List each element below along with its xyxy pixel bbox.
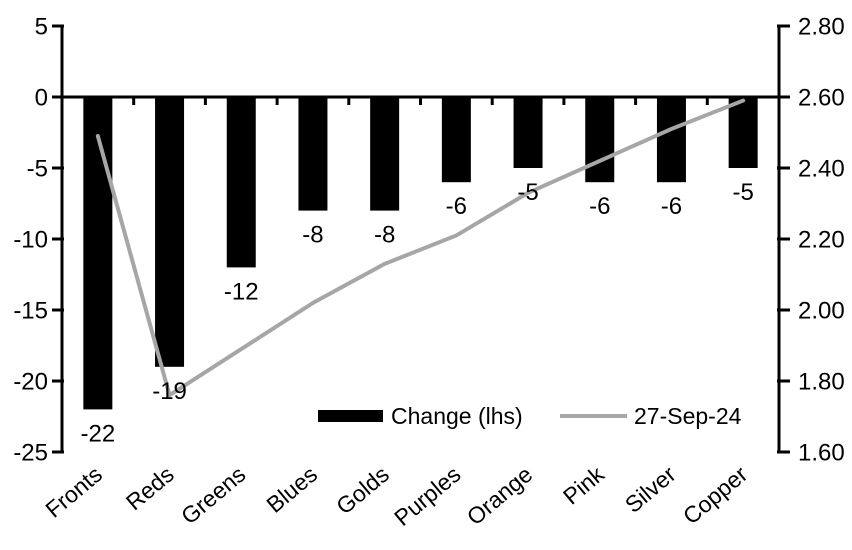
left-axis-tick-label: 0	[35, 85, 48, 112]
category-label-fronts: Fronts	[40, 461, 107, 523]
bar-golds	[370, 97, 400, 211]
bar-value-label: -12	[224, 278, 259, 305]
bar-purples	[441, 97, 471, 183]
bar-reds	[155, 97, 185, 367]
right-axis-tick-label: 2.60	[798, 85, 845, 112]
legend-bar-label: Change (lhs)	[391, 403, 523, 429]
bar-silver	[656, 97, 686, 183]
category-label-silver: Silver	[620, 461, 681, 518]
bar-value-label: -8	[302, 222, 323, 249]
bar-value-label: -19	[152, 378, 187, 405]
left-axis-tick-label: -15	[13, 298, 48, 325]
category-label-pink: Pink	[558, 461, 609, 510]
bar-blues	[298, 97, 328, 211]
bar-greens	[226, 97, 256, 268]
right-axis-tick-label: 2.80	[798, 14, 845, 41]
bar-value-label: -22	[81, 420, 116, 447]
right-axis-tick-label: 2.00	[798, 298, 845, 325]
right-axis-tick-label: 1.60	[798, 440, 845, 467]
bar-value-label: -6	[661, 193, 682, 220]
category-label-copper: Copper	[678, 461, 753, 530]
left-axis-tick-label: -10	[13, 227, 48, 254]
right-axis-tick-label: 1.80	[798, 369, 845, 396]
bar-orange	[513, 97, 543, 168]
trend-line	[95, 98, 746, 398]
bar-value-label: -6	[589, 193, 610, 220]
category-label-purples: Purples	[389, 461, 465, 531]
legend-bar-swatch	[318, 410, 383, 422]
category-label-orange: Orange	[462, 461, 537, 530]
bar-copper	[728, 97, 758, 168]
bar-value-label: -5	[732, 179, 753, 206]
bar-value-label: -5	[517, 179, 538, 206]
right-axis-tick-label: 2.20	[798, 227, 845, 254]
bar-value-label: -8	[374, 222, 395, 249]
left-axis-tick-label: -25	[13, 440, 48, 467]
bar-pink	[585, 97, 615, 183]
category-label-reds: Reds	[121, 461, 179, 515]
legend-line-label: 27-Sep-24	[634, 403, 742, 429]
left-axis-tick-label: 5	[35, 14, 48, 41]
left-axis-tick-label: -5	[27, 156, 48, 183]
right-axis-tick-label: 2.40	[798, 156, 845, 183]
category-label-blues: Blues	[261, 461, 322, 518]
category-label-greens: Greens	[176, 461, 251, 529]
bar-value-label: -6	[446, 193, 467, 220]
category-label-golds: Golds	[331, 461, 394, 520]
left-axis-tick-label: -20	[13, 369, 48, 396]
bar-fronts	[83, 97, 113, 410]
